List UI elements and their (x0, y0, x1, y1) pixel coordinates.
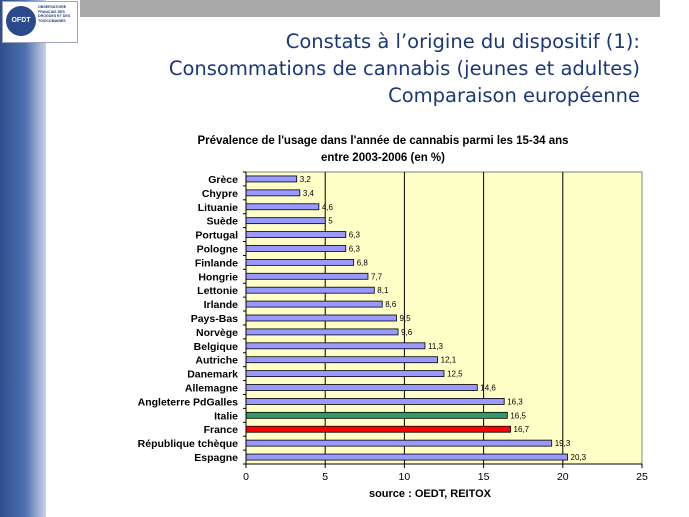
category-label: Norvège (196, 327, 238, 339)
category-label: France (204, 424, 239, 436)
value-label: 7,7 (371, 272, 383, 281)
value-label: 5 (328, 217, 333, 226)
left-decorative-band (0, 0, 46, 517)
bar (245, 258, 355, 266)
x-tick-label: 0 (243, 471, 249, 483)
slide-title: Constats à l’origine du dispositif (1): … (169, 28, 640, 109)
value-label: 3,4 (303, 189, 315, 198)
x-tick-label: 5 (322, 471, 328, 483)
bar (245, 439, 553, 447)
top-decorative-band (80, 0, 660, 17)
category-label: Angleterre PdGalles (138, 396, 239, 408)
bar (245, 425, 511, 433)
bar (245, 245, 347, 252)
value-label: 6,3 (349, 244, 361, 253)
slide-title-line-1: Constats à l’origine du dispositif (1): (285, 30, 640, 53)
bar (245, 384, 478, 391)
value-label: 9,5 (399, 314, 411, 323)
value-label: 9,6 (401, 328, 413, 337)
category-label: Italie (214, 410, 238, 422)
bar (245, 231, 347, 238)
logo-text: OBSERVATOIRE FRANÇAIS DES DROGUES ET DES… (38, 5, 71, 23)
bar (245, 356, 439, 364)
logo-mark: OFDT (6, 6, 36, 36)
category-label: Autriche (195, 355, 238, 367)
category-label: Lituanie (198, 202, 238, 214)
bar (245, 217, 326, 225)
category-label: Allemagne (185, 383, 238, 395)
bar (245, 286, 375, 294)
value-label: 3,2 (300, 175, 312, 184)
bar (245, 314, 397, 322)
value-label: 6,8 (357, 258, 369, 267)
x-tick-label: 25 (636, 471, 648, 483)
chart-title-line-2: entre 2003-2006 (en %) (321, 152, 445, 164)
value-label: 8,6 (385, 300, 397, 309)
category-label: Irlande (204, 299, 239, 311)
category-label: Pologne (197, 243, 239, 255)
value-label: 16,7 (514, 425, 530, 434)
value-label: 8,1 (377, 286, 389, 295)
value-label: 20,3 (571, 453, 587, 462)
category-label: Lettonie (197, 285, 238, 297)
x-tick-label: 15 (478, 471, 490, 483)
value-label: 4,6 (322, 203, 334, 212)
bar (245, 411, 508, 419)
category-label: Finlande (195, 257, 238, 269)
category-label: Grèce (208, 174, 238, 186)
x-tick-label: 10 (399, 471, 411, 483)
value-label: 14,6 (480, 384, 496, 393)
slide-title-line-3: Comparaison européenne (388, 84, 640, 107)
bar (245, 203, 320, 211)
value-label: 6,3 (349, 231, 361, 240)
value-label: 19,3 (555, 439, 571, 448)
value-labels: 3,2 3,4 4,6 5 6,3 6,3 6,87,7 8,1 8,69,5 9,6 11,3 12… (300, 175, 587, 462)
bar (245, 453, 568, 461)
category-label: Belgique (194, 341, 238, 353)
ofdt-logo: OFDT OBSERVATOIRE FRANÇAIS DES DROGUES E… (2, 1, 78, 43)
chart-source: source : OEDT, REITOX (369, 488, 492, 500)
category-label: Espagne (194, 452, 238, 464)
value-label: 12,5 (447, 370, 463, 379)
category-label: Hongrie (198, 271, 238, 283)
category-label: Danemark (187, 369, 238, 381)
category-label: Pays-Bas (191, 313, 238, 325)
bar (245, 272, 369, 280)
value-label: 16,3 (507, 397, 523, 406)
slide-title-line-2: Consommations de cannabis (jeunes et adu… (168, 57, 640, 80)
category-label: Suède (206, 216, 238, 228)
category-label: République tchèque (138, 438, 239, 450)
x-tick-label: 20 (557, 471, 569, 483)
bar (245, 370, 445, 378)
bar (245, 398, 505, 405)
prevalence-bar-chart: Prévalence de l'usage dans l'année de ca… (138, 135, 648, 500)
value-label: 11,3 (428, 342, 444, 351)
bar (245, 342, 426, 350)
bar (245, 175, 298, 183)
bar (245, 189, 301, 197)
category-label: Chypre (202, 188, 238, 200)
value-label: 16,5 (510, 411, 526, 420)
x-axis: 0 5 10 15 20 25 (243, 171, 648, 483)
value-label: 12,1 (441, 356, 457, 365)
category-label: Portugal (195, 230, 238, 242)
chart-area: Prévalence de l'usage dans l'année de ca… (105, 122, 652, 504)
bar (245, 300, 383, 308)
chart-title-line-1: Prévalence de l'usage dans l'année de ca… (197, 135, 568, 147)
bar (245, 328, 399, 336)
